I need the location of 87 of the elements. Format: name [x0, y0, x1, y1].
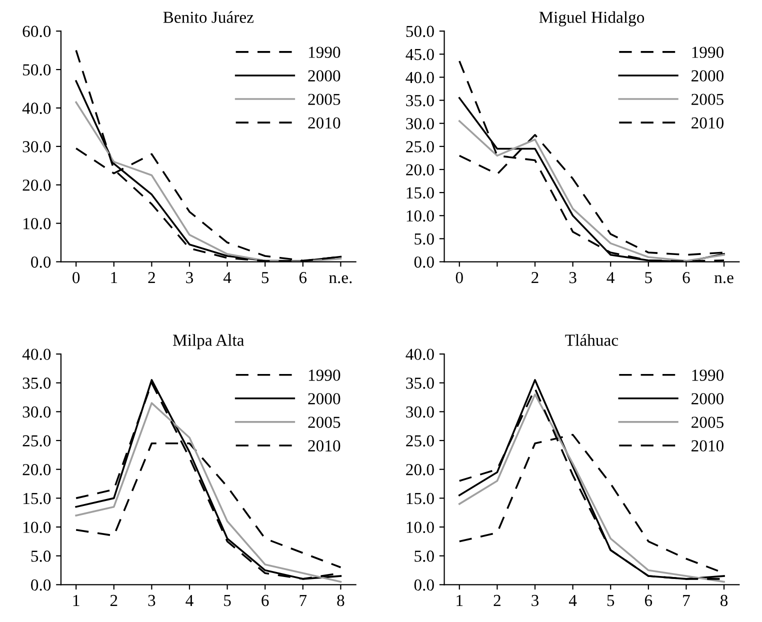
chart-title: Milpa Alta — [172, 334, 244, 350]
y-tick-label: 35.0 — [406, 378, 434, 389]
x-tick-label: 1 — [73, 594, 80, 606]
y-tick-label: 5.0 — [414, 233, 434, 245]
y-tick-label: 10.0 — [24, 522, 51, 534]
legend-label: 2000 — [308, 70, 340, 82]
legend-label: 1990 — [308, 370, 340, 381]
y-tick-label: 0.0 — [414, 256, 434, 268]
x-tick-label: n.e. — [329, 275, 352, 284]
y-tick-label: 25.0 — [22, 435, 51, 447]
y-tick-label: 20.0 — [406, 164, 434, 176]
x-tick-label: 6 — [682, 272, 690, 284]
legend-label: 2005 — [692, 416, 724, 428]
x-tick-label: 2 — [148, 272, 155, 284]
x-tick-label: n.e — [714, 275, 734, 284]
y-tick-label: 15.0 — [406, 187, 434, 199]
x-tick-label: 5 — [607, 595, 614, 606]
y-tick-label: 0.0 — [414, 579, 434, 591]
x-tick-label: 1 — [111, 272, 118, 284]
y-tick-label: 0.0 — [31, 256, 51, 268]
x-tick-label: 3 — [532, 594, 539, 606]
x-tick-label: 6 — [299, 272, 307, 284]
y-tick-label: 15.0 — [406, 492, 434, 504]
y-tick-label: 40.0 — [22, 348, 51, 360]
y-tick-label: 40.0 — [22, 102, 51, 114]
x-tick-label: 6 — [644, 594, 652, 606]
y-tick-label: 5.0 — [414, 550, 434, 562]
x-tick-label: 8 — [337, 594, 344, 606]
y-tick-label: 40.0 — [406, 72, 434, 84]
y-tick-label: 0.0 — [31, 579, 51, 591]
y-tick-label: 5.0 — [31, 550, 51, 562]
y-tick-label: 30.0 — [406, 118, 434, 130]
y-tick-label: 25.0 — [406, 141, 434, 152]
y-tick-label: 20.0 — [22, 464, 51, 476]
x-tick-label: 6 — [262, 594, 269, 606]
x-tick-label: 2 — [494, 594, 500, 606]
x-tick-label: 5 — [645, 272, 652, 284]
y-tick-label: 15.0 — [24, 492, 51, 504]
legend-label: 2005 — [692, 94, 724, 106]
x-tick-label: 5 — [224, 595, 231, 606]
y-tick-label: 10.0 — [406, 522, 434, 534]
x-tick-label: 2 — [532, 272, 538, 284]
legend-label: 2000 — [308, 393, 340, 404]
legend-label: 2010 — [308, 117, 340, 129]
y-tick-label: 10.0 — [24, 218, 51, 230]
y-tick-label: 10.0 — [406, 210, 434, 222]
x-tick-label: 8 — [720, 594, 728, 606]
legend-label: 1990 — [692, 370, 724, 381]
x-tick-label: 4 — [606, 272, 615, 284]
y-tick-label: 60.0 — [22, 26, 51, 38]
y-tick-label: 30.0 — [406, 406, 434, 418]
legend-label: 2005 — [308, 416, 340, 428]
y-tick-label: 35.0 — [22, 378, 51, 389]
legend-label: 1990 — [308, 46, 340, 58]
y-tick-label: 35.0 — [406, 94, 434, 106]
legend-label: 2005 — [308, 94, 340, 106]
chart-title: Tláhuac — [565, 334, 618, 346]
x-tick-label: 4 — [568, 594, 577, 606]
x-tick-label: 3 — [148, 594, 156, 606]
y-tick-label: 50.0 — [406, 26, 434, 38]
y-tick-label: 45.0 — [406, 48, 434, 60]
y-tick-label: 20.0 — [406, 464, 434, 476]
x-tick-label: 0 — [456, 272, 463, 284]
legend-label: 2010 — [692, 440, 724, 452]
chart-title: Benito Juárez — [163, 11, 254, 23]
y-tick-label: 50.0 — [23, 64, 51, 76]
y-tick-label: 30.0 — [22, 406, 51, 418]
x-tick-label: 4 — [223, 272, 232, 284]
y-tick-label: 30.0 — [22, 141, 51, 152]
legend-label: 2010 — [692, 117, 724, 129]
x-tick-label: 5 — [262, 272, 269, 284]
y-tick-label: 20.0 — [22, 180, 51, 191]
x-tick-label: 4 — [186, 594, 194, 606]
legend-label: 2010 — [308, 440, 340, 452]
x-tick-label: 3 — [186, 272, 194, 284]
x-tick-label: 7 — [683, 595, 690, 606]
legend-label: 2000 — [692, 70, 724, 82]
x-tick-label: 1 — [456, 594, 463, 606]
x-tick-label: 2 — [110, 594, 118, 606]
y-tick-label: 25.0 — [406, 435, 434, 447]
legend-label: 1990 — [692, 46, 724, 58]
y-tick-label: 40.0 — [406, 348, 434, 360]
chart-title: Miguel Hidalgo — [539, 11, 644, 26]
x-tick-label: 0 — [72, 272, 80, 284]
legend-label: 2000 — [692, 393, 724, 404]
x-tick-label: 3 — [569, 272, 576, 284]
x-tick-label: 7 — [300, 595, 307, 606]
